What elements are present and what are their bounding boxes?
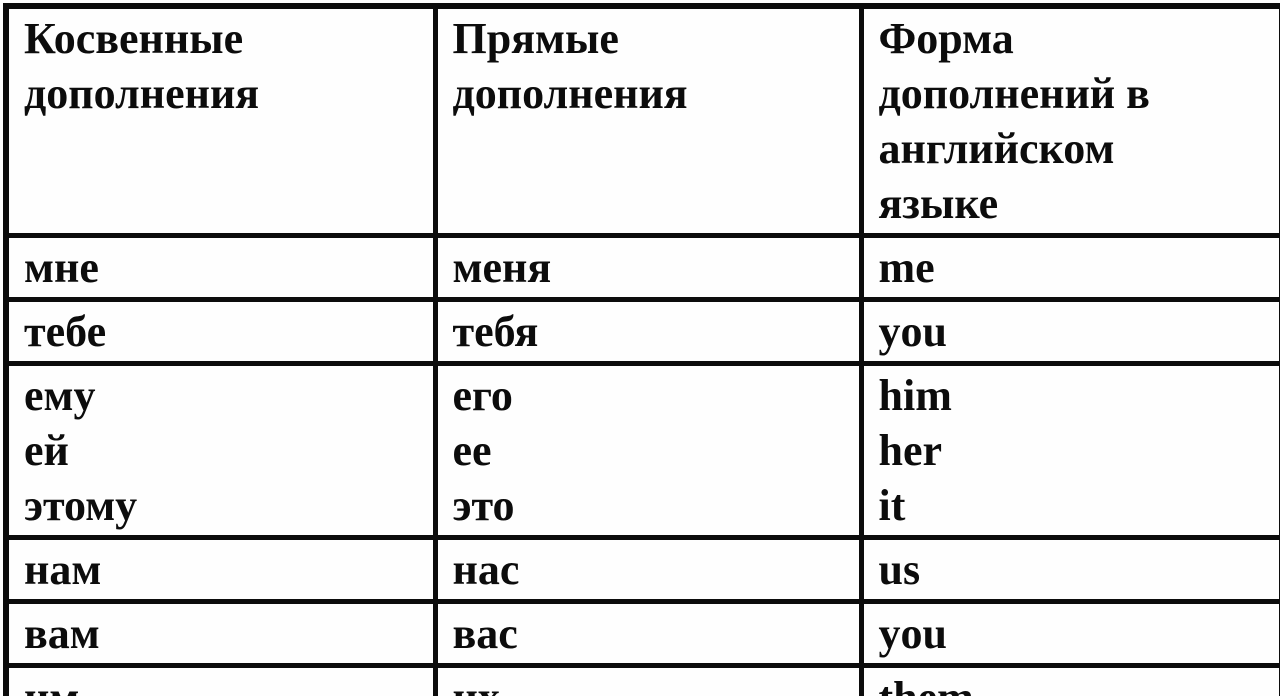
header-english-forms: Форма дополнений в английском языке — [858, 3, 1280, 238]
cell-english-form: me — [858, 233, 1280, 302]
cell-direct-object: тебя — [432, 297, 864, 366]
cell-indirect-object: ему ей этому — [3, 361, 438, 540]
cell-direct-object: их — [432, 663, 864, 696]
cell-indirect-object: им — [3, 663, 438, 696]
cell-direct-object: нас — [432, 535, 864, 604]
header-indirect-objects: Косвенные дополнения — [3, 3, 438, 238]
cell-direct-object: его ее это — [432, 361, 864, 540]
cell-direct-object: меня — [432, 233, 864, 302]
table-row-2nd-plural: вам вас you — [3, 599, 1280, 668]
cell-english-form: us — [858, 535, 1280, 604]
cell-indirect-object: вам — [3, 599, 438, 668]
cell-indirect-object: мне — [3, 233, 438, 302]
cell-english-form: you — [858, 599, 1280, 668]
table-row-1st-singular: мне меня me — [3, 233, 1280, 302]
table-row-2nd-singular: тебе тебя you — [3, 297, 1280, 366]
table-row-1st-plural: нам нас us — [3, 535, 1280, 604]
header-row: Косвенные дополнения Прямые дополнения Ф… — [3, 3, 1280, 238]
cell-english-form: them — [858, 663, 1280, 696]
table-row-3rd-plural: им их them — [3, 663, 1280, 696]
cell-direct-object: вас — [432, 599, 864, 668]
table-row-3rd-singular: ему ей этому его ее это him her it — [3, 361, 1280, 540]
cell-indirect-object: нам — [3, 535, 438, 604]
cell-english-form: him her it — [858, 361, 1280, 540]
cell-indirect-object: тебе — [3, 297, 438, 366]
object-pronouns-table: Косвенные дополнения Прямые дополнения Ф… — [3, 3, 1280, 696]
header-direct-objects: Прямые дополнения — [432, 3, 864, 238]
cell-english-form: you — [858, 297, 1280, 366]
